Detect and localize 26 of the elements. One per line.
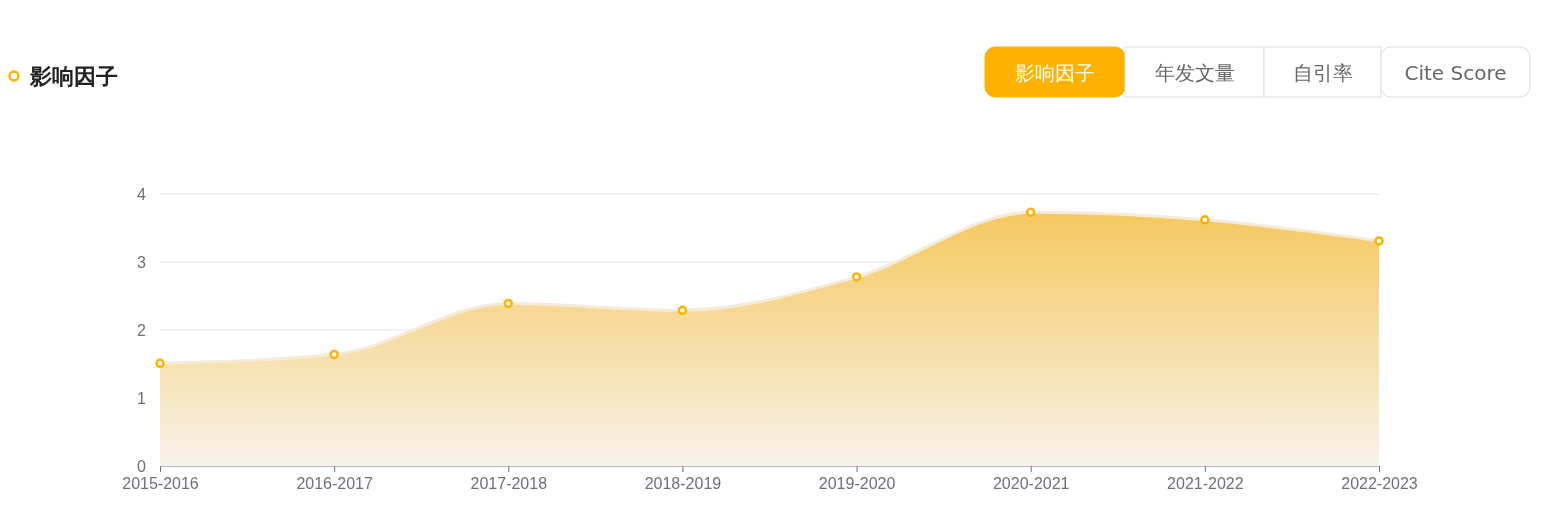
point xyxy=(155,358,165,369)
tab-button: Cite Score xyxy=(1380,46,1531,98)
y-tick-label: 0 xyxy=(137,457,147,475)
point xyxy=(851,272,862,282)
point xyxy=(1200,215,1210,225)
tab-button: 影响因子 xyxy=(984,46,1126,98)
x-tick-label: 2022-2023 xyxy=(1341,475,1418,493)
point xyxy=(1025,207,1036,218)
y-tick-label: 1 xyxy=(137,389,147,407)
x-tick-label: 2015-2016 xyxy=(122,475,199,493)
x-tick-label: 2019-2020 xyxy=(818,475,896,493)
x-tick-label: 2016-2017 xyxy=(296,475,373,493)
x-tick-label: 2018-2019 xyxy=(644,475,722,493)
tab-button: 自引率 xyxy=(1263,46,1382,98)
y-tick-label: 2 xyxy=(137,321,147,339)
x-tick-label: 2020-2021 xyxy=(992,475,1070,493)
chart-title: 影响因子 xyxy=(29,64,118,89)
point xyxy=(503,298,514,309)
point xyxy=(329,349,339,360)
point xyxy=(1374,236,1384,246)
x-tick-label: 2021-2022 xyxy=(1167,475,1244,493)
y-tick-label: 4 xyxy=(137,185,147,203)
x-tick-label: 2017-2018 xyxy=(470,475,548,493)
tab-button: 年发文量 xyxy=(1124,46,1265,98)
point xyxy=(677,305,688,316)
y-tick-label: 3 xyxy=(137,253,147,271)
